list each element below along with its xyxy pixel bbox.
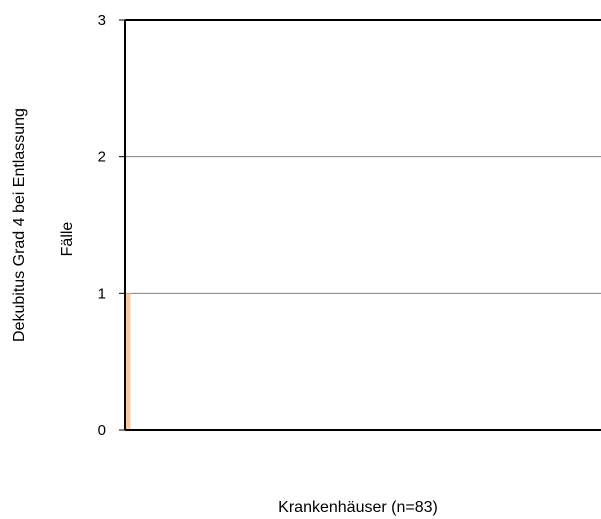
y-axis-title: Fälle [59, 222, 76, 257]
x-axis-title: Krankenhäuser (n=83) [278, 499, 438, 516]
y-tick-label: 0 [98, 422, 106, 439]
y-ticks: 0 1 2 3 [98, 12, 125, 439]
bar [125, 293, 131, 430]
bars [125, 293, 131, 430]
y-tick-label: 3 [98, 12, 106, 29]
y-tick-label: 1 [98, 285, 106, 302]
axes [124, 19, 601, 431]
gridlines [125, 156, 601, 294]
y-tick-label: 2 [98, 149, 106, 166]
y-axis-outer-title: Dekubitus Grad 4 bei Entlassung [11, 108, 28, 342]
